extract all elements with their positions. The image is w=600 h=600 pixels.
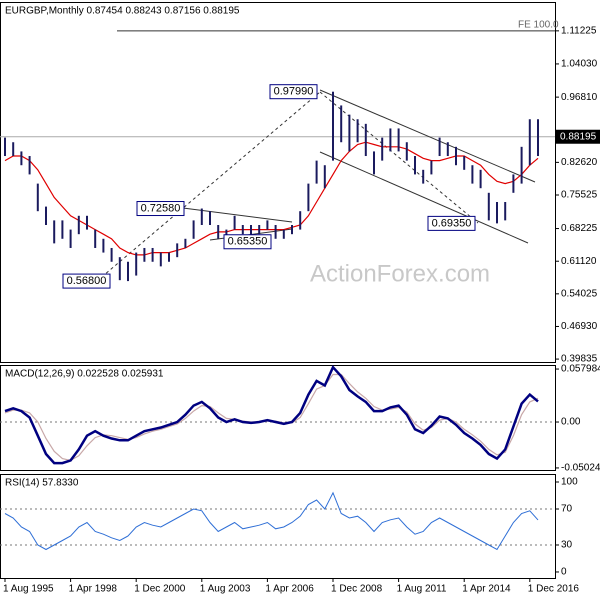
annotation-label: 0.65350 — [228, 236, 268, 248]
panel-frame — [0, 2, 556, 363]
current-price-label: 0.88195 — [560, 131, 597, 142]
panel-header: EURGBP,Monthly 0.87454 0.88243 0.87156 0… — [5, 6, 240, 17]
x-tick-label: 1 Apr 1998 — [69, 584, 118, 595]
watermark: ActionForex.com — [310, 260, 490, 287]
trend-line — [96, 91, 321, 282]
annotation-label: 0.72580 — [141, 202, 181, 214]
rsi-line — [4, 491, 539, 551]
y-tick-label: 0.39835 — [561, 354, 598, 365]
x-tick-label: 1 Apr 2006 — [265, 584, 314, 595]
x-tick-label: 1 Dec 2000 — [134, 584, 186, 595]
y-tick-label: 0.46930 — [561, 321, 598, 332]
y-tick-label: -0.050241 — [561, 463, 600, 474]
trend-line — [319, 89, 536, 183]
y-tick-label: 1.04030 — [561, 59, 598, 70]
panel-frame — [0, 365, 556, 471]
y-tick-label: 70 — [561, 504, 573, 515]
x-tick-label: 1 Dec 2008 — [331, 584, 383, 595]
y-tick-label: 0.96810 — [561, 92, 598, 103]
x-tick-label: 1 Aug 1995 — [3, 584, 54, 595]
annotation-label: 0.56800 — [67, 275, 107, 287]
y-tick-label: 30 — [561, 540, 573, 551]
y-tick-label: 0.61120 — [561, 256, 597, 267]
y-tick-label: 0.057984 — [561, 364, 600, 375]
y-tick-label: 100 — [561, 477, 578, 488]
annotation-box — [136, 201, 185, 217]
fe-label: FE 100.0 — [518, 19, 559, 30]
moving-average — [4, 141, 539, 256]
y-tick-label: 0.54025 — [561, 288, 598, 299]
panel-frame — [0, 474, 556, 579]
x-tick-label: 1 Aug 2003 — [200, 584, 251, 595]
x-tick-label: 1 Apr 2014 — [462, 584, 511, 595]
annotation-label: 0.97990 — [274, 86, 314, 98]
y-tick-label: 0 — [561, 567, 567, 578]
panel-header: RSI(14) 57.8330 — [5, 478, 79, 489]
y-tick-label: 1.11225 — [561, 25, 597, 36]
annotation-box — [223, 234, 272, 250]
y-tick-label: 0.82620 — [561, 157, 598, 168]
y-tick-label: 0.68225 — [561, 223, 598, 234]
x-tick-label: 1 Dec 2016 — [528, 584, 580, 595]
annotation-box — [269, 84, 318, 100]
macd-line — [4, 364, 539, 465]
annotation-box — [62, 273, 111, 289]
current-price-box — [556, 129, 600, 144]
annotation-box — [427, 215, 476, 231]
trend-line — [319, 91, 479, 224]
x-tick-label: 1 Aug 2011 — [397, 584, 447, 595]
y-tick-label: 0.00 — [561, 417, 581, 428]
annotation-label: 0.69350 — [432, 217, 472, 229]
y-tick-label: 0.75525 — [561, 190, 598, 201]
trend-line — [319, 151, 529, 244]
panel-header: MACD(12,26,9) 0.022528 0.025931 — [5, 369, 164, 380]
